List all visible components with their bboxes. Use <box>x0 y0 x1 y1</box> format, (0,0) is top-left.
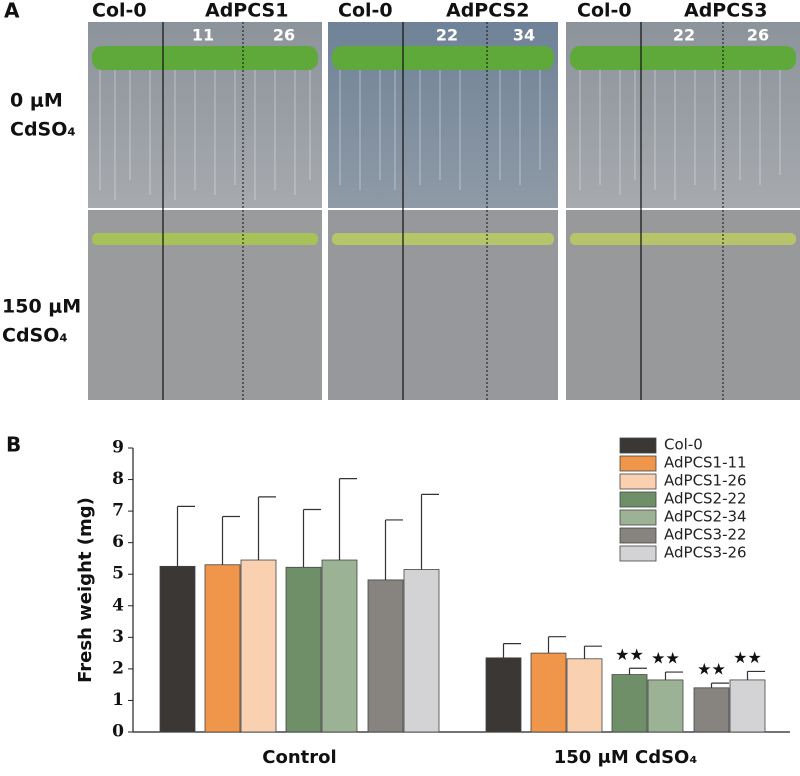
error-bar <box>746 670 765 680</box>
column-header: AdPCS1 <box>205 0 288 22</box>
bar <box>647 679 684 733</box>
legend-label: AdPCS2-34 <box>664 508 747 526</box>
line-number: 22 <box>673 26 695 45</box>
error-bar <box>257 496 276 561</box>
row-label: CdSO₄ <box>2 325 68 347</box>
y-tick-label: 2 <box>112 658 124 678</box>
error-bar <box>384 519 403 580</box>
seedlings <box>92 46 796 245</box>
error-bar <box>502 643 521 658</box>
panel-label: B <box>6 433 21 457</box>
error-bar <box>547 636 566 654</box>
y-tick-label: 3 <box>112 627 124 647</box>
error-bar <box>221 515 240 565</box>
bar <box>367 579 404 733</box>
y-tick-label: 1 <box>112 690 124 710</box>
legend-label: AdPCS3-22 <box>664 526 747 544</box>
divider <box>162 22 642 400</box>
error-bar <box>338 478 357 561</box>
error-bar <box>710 682 729 688</box>
column-header: Col-0 <box>577 0 632 22</box>
bar <box>485 657 522 733</box>
column-header: Col-0 <box>338 0 393 22</box>
line-number: 26 <box>273 26 295 45</box>
error-bar <box>628 667 647 675</box>
bar <box>321 559 358 733</box>
roots <box>99 70 781 200</box>
y-axis-label: Fresh weight (mg) <box>75 497 96 683</box>
legend-swatch <box>619 455 657 472</box>
error-bar <box>420 493 439 570</box>
bar <box>729 679 766 733</box>
error-bar <box>583 645 602 659</box>
line-number: 11 <box>192 26 214 45</box>
bar <box>285 566 322 733</box>
column-header: Col-0 <box>92 0 147 22</box>
legend-swatch <box>619 473 657 490</box>
legend-swatch <box>619 509 657 526</box>
significance-label: ★★ <box>733 648 762 667</box>
legend-swatch <box>619 437 657 454</box>
panel-label: A <box>4 0 20 23</box>
y-tick-label: 0 <box>112 722 124 742</box>
bar <box>611 674 648 733</box>
y-tick-label: 8 <box>112 469 124 489</box>
photo-panel: A Col-0 AdPCS1 11 26 Col-0 AdPCS2 22 34 … <box>2 0 800 400</box>
row-label: CdSO₄ <box>10 119 76 141</box>
line-number: 34 <box>513 26 535 45</box>
error-bar <box>176 505 195 567</box>
bar <box>204 564 241 733</box>
line-number: 22 <box>436 26 458 45</box>
bar <box>159 565 196 733</box>
bar <box>240 559 277 733</box>
column-header: AdPCS2 <box>446 0 529 22</box>
bar <box>530 652 567 733</box>
y-tick-label: 7 <box>112 501 124 521</box>
y-tick-label: 4 <box>112 595 124 615</box>
legend-label: AdPCS2-22 <box>664 490 747 508</box>
y-tick-label: 6 <box>112 532 124 552</box>
bar <box>693 687 730 733</box>
error-bar <box>302 508 321 568</box>
row-label: 150 μM <box>2 296 81 318</box>
bar <box>566 658 603 733</box>
row-label: 0 μM <box>10 90 63 112</box>
x-tick-label: Control <box>262 747 336 768</box>
legend-label: AdPCS3-26 <box>664 544 747 562</box>
significance-label: ★★ <box>697 660 726 679</box>
legend-label: Col-0 <box>664 436 703 454</box>
y-tick-label: 9 <box>112 438 124 458</box>
divider <box>242 22 724 400</box>
legend-swatch <box>619 527 657 544</box>
column-header: AdPCS3 <box>684 0 767 22</box>
x-tick-label: 150 μM CdSO₄ <box>554 747 698 768</box>
significance-label: ★★ <box>651 649 680 668</box>
legend-label: AdPCS1-26 <box>664 472 747 490</box>
line-number: 26 <box>747 26 769 45</box>
bar <box>403 569 440 733</box>
error-bar <box>664 671 683 680</box>
legend-swatch <box>619 491 657 508</box>
legend-swatch <box>619 545 657 562</box>
y-tick-label: 5 <box>112 564 124 584</box>
significance-label: ★★ <box>615 645 644 664</box>
legend-label: AdPCS1-11 <box>664 454 747 472</box>
